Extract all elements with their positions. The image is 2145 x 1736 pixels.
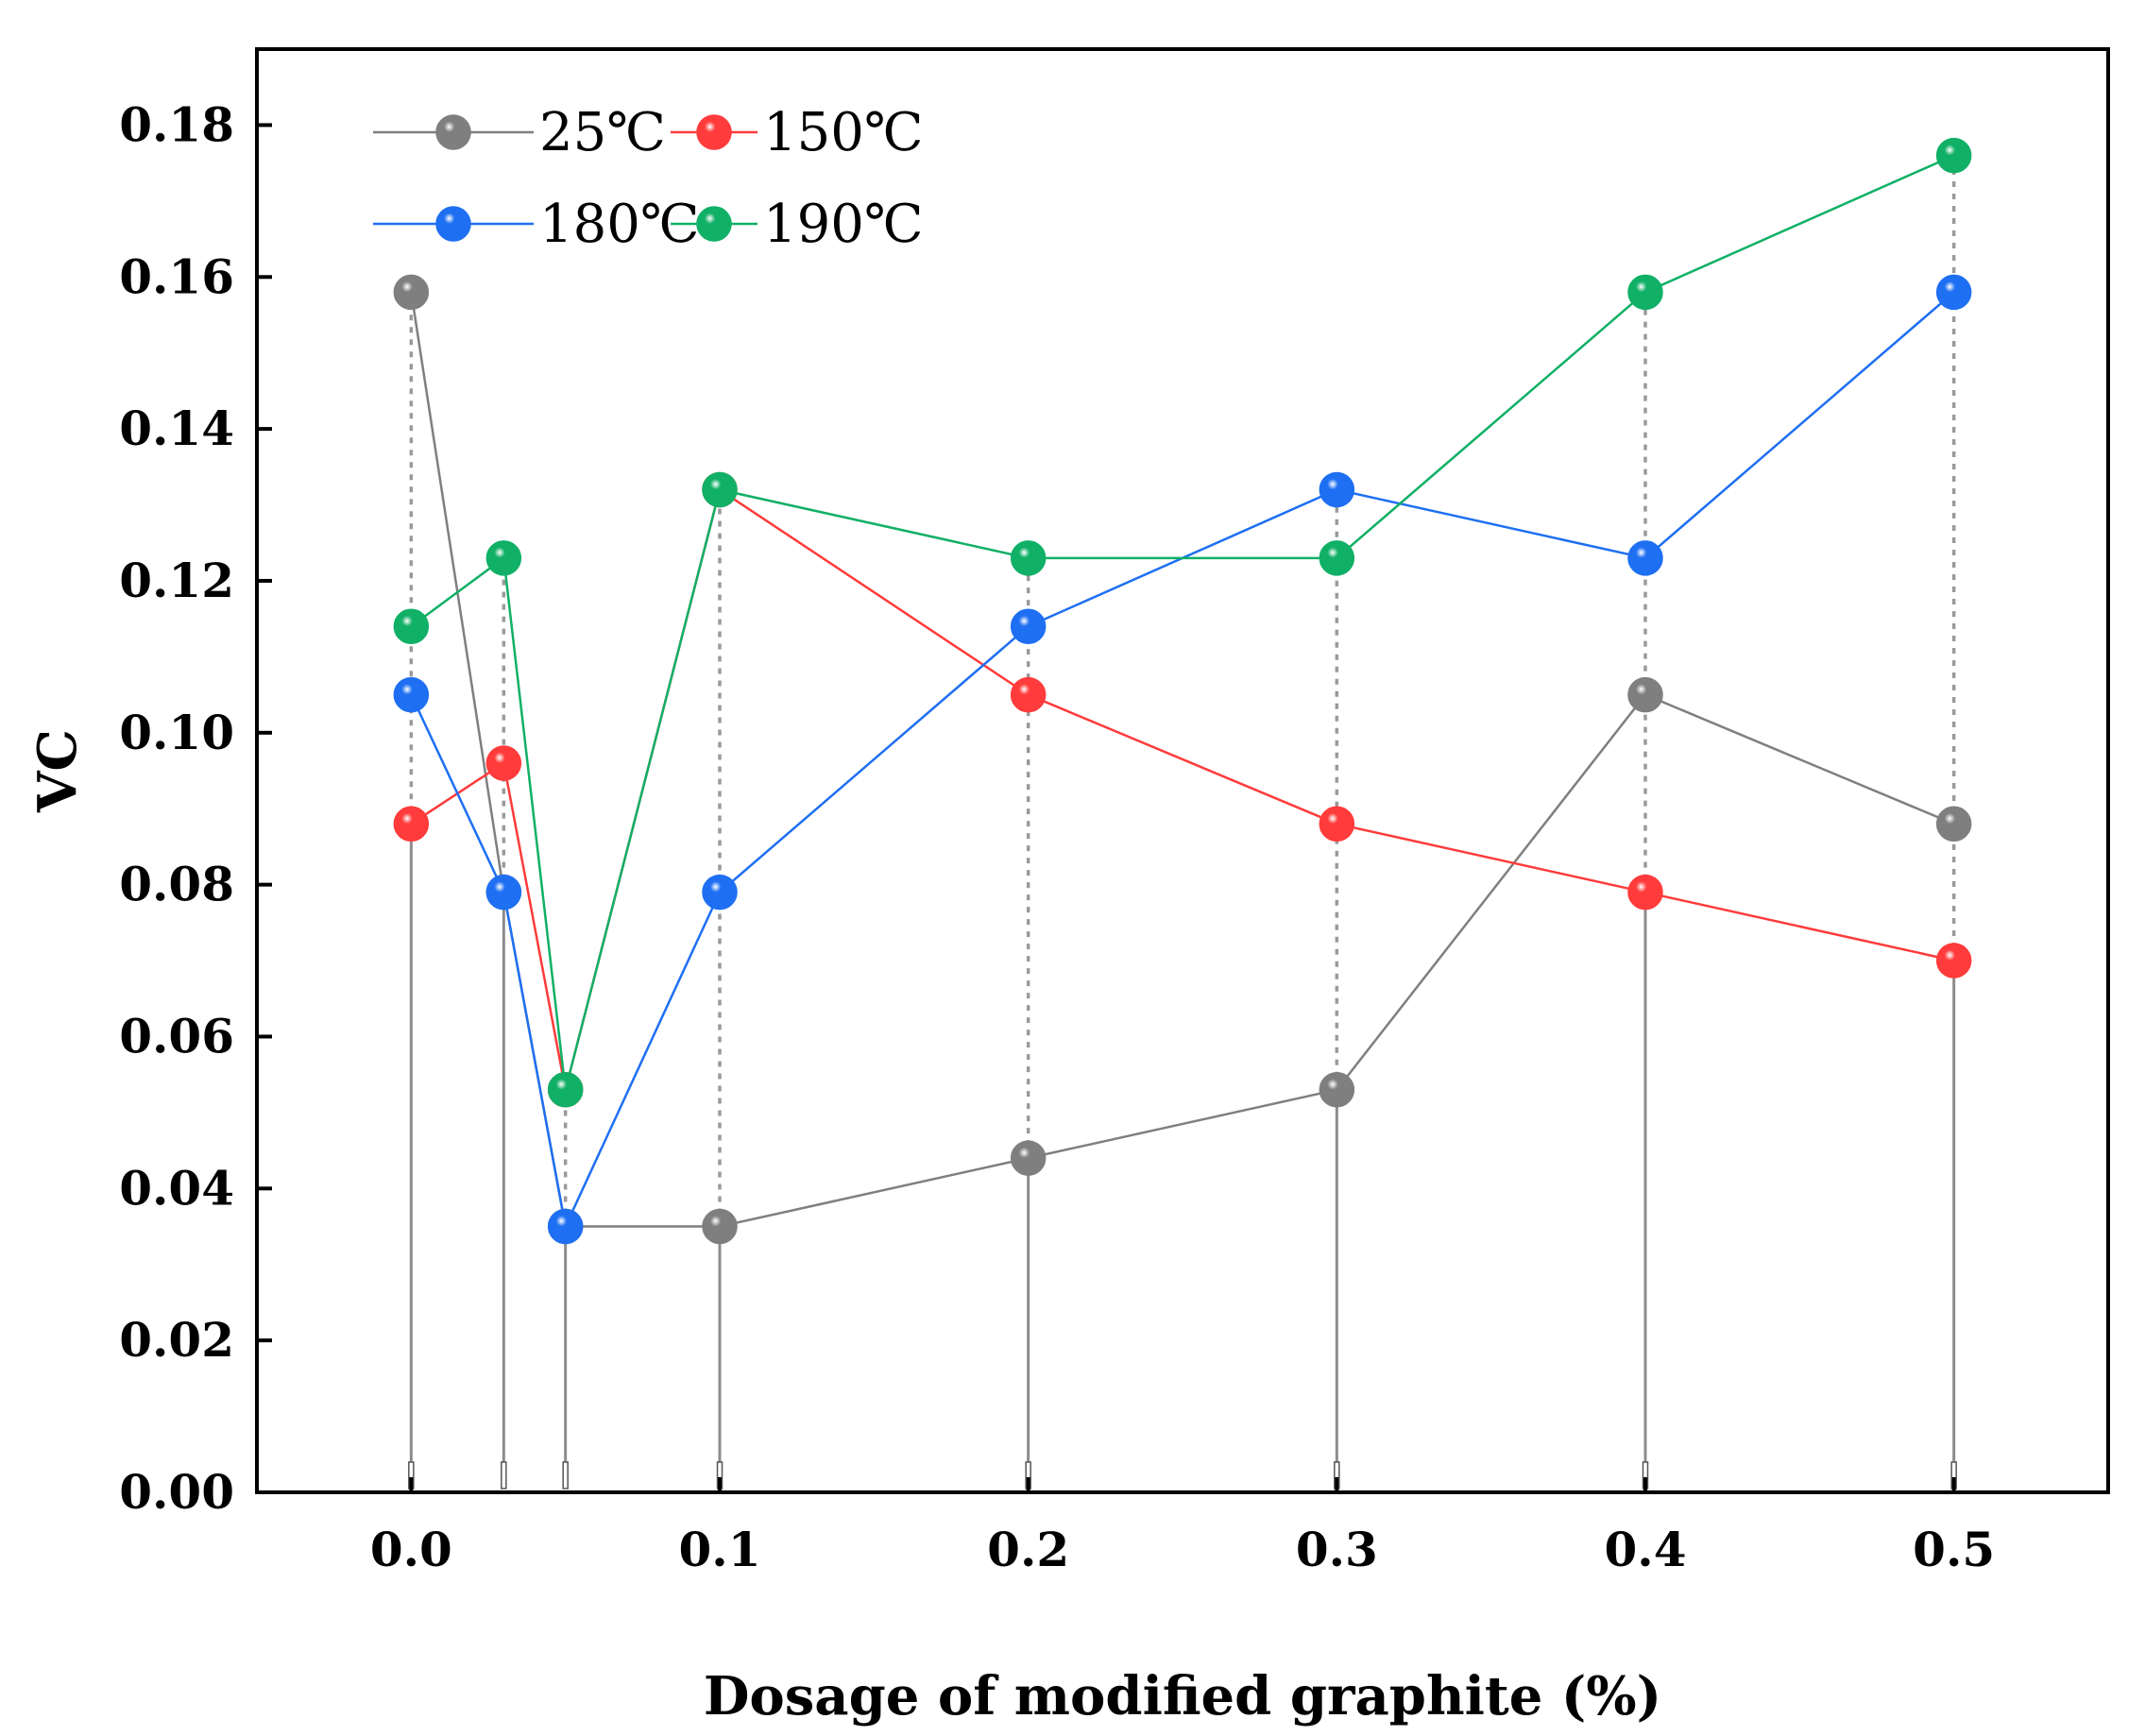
series-points: [393, 137, 1972, 1245]
drop-line-base: [562, 1461, 569, 1489]
data-point: [393, 806, 430, 842]
x-tick-label: 0.1: [679, 1522, 761, 1577]
data-point: [1319, 471, 1355, 508]
x-tick-label: 0.5: [1913, 1522, 1995, 1577]
x-axis-title: Dosage of modified graphite (%): [704, 1665, 1661, 1727]
data-point: [702, 1208, 738, 1245]
x-axis: 0.0 0.1 0.2 0.3 0.4 0.5: [370, 1477, 1995, 1577]
data-point: [1627, 874, 1663, 911]
legend-marker: [435, 206, 471, 242]
drop-line-base: [501, 1461, 507, 1489]
series-line-3: [410, 154, 1955, 1091]
data-point: [702, 874, 738, 911]
data-point: [393, 274, 430, 311]
x-tick-label: 0.3: [1296, 1522, 1378, 1577]
series-line-2: [410, 291, 1955, 1231]
y-tick-label: 0.10: [119, 705, 234, 760]
data-point: [393, 676, 430, 713]
y-axis: 0.00 0.02 0.04 0.06 0.08 0.10 0.12 0.14 0.16 0.18: [119, 96, 272, 1520]
x-tick-label: 0.4: [1605, 1522, 1687, 1577]
x-tick-label: 0.0: [370, 1522, 452, 1577]
data-point: [1010, 676, 1047, 713]
data-point: [485, 745, 522, 781]
y-tick-label: 0.04: [119, 1160, 234, 1216]
data-point: [1627, 274, 1663, 311]
legend-label: 150℃: [763, 102, 924, 163]
data-point: [1935, 274, 1972, 311]
data-point: [1627, 676, 1663, 713]
legend-label: 190℃: [763, 194, 924, 255]
data-point: [1319, 1072, 1355, 1108]
y-tick-label: 0.14: [119, 400, 234, 456]
data-point: [1010, 608, 1047, 644]
legend-marker: [696, 114, 732, 150]
x-tick-label: 0.2: [987, 1522, 1069, 1577]
data-point: [1010, 540, 1047, 576]
legend-label: 25℃: [539, 102, 666, 163]
drop-lines: [408, 155, 1957, 1489]
data-point: [1935, 137, 1972, 174]
data-point: [547, 1208, 584, 1245]
data-point: [1935, 806, 1972, 842]
data-point: [1319, 540, 1355, 576]
y-tick-label: 0.00: [119, 1464, 234, 1520]
y-tick-label: 0.06: [119, 1008, 234, 1064]
y-tick-label: 0.16: [119, 248, 234, 304]
data-point: [393, 608, 430, 644]
legend-marker: [696, 206, 732, 242]
y-axis-title: VC: [26, 729, 89, 813]
plot-frame: [255, 47, 2110, 1494]
data-point: [1627, 540, 1663, 576]
data-point: [547, 1072, 584, 1108]
data-point: [485, 874, 522, 911]
data-point: [702, 471, 738, 508]
y-tick-label: 0.02: [119, 1312, 234, 1368]
y-tick-label: 0.08: [119, 857, 234, 912]
data-point: [1935, 943, 1972, 979]
data-point: [1010, 1140, 1047, 1176]
series-lines: [410, 154, 1955, 1231]
data-point: [1319, 806, 1355, 842]
y-tick-label: 0.12: [119, 553, 234, 608]
data-point: [485, 540, 522, 576]
y-tick-label: 0.18: [119, 96, 234, 152]
series-line-1: [410, 487, 1954, 1091]
legend-marker: [435, 114, 471, 150]
